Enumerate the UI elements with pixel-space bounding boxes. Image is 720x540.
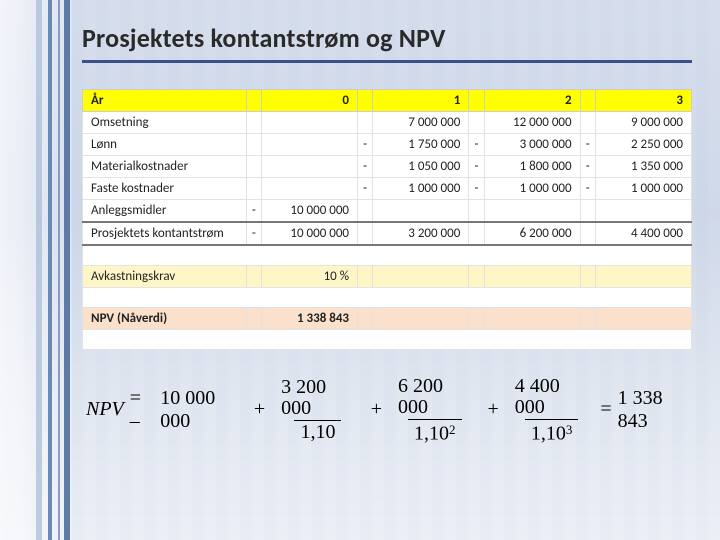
- row-anlegg: Anleggsmidler -10 000 000: [83, 200, 692, 223]
- formula-term-3: 4 400 000 1,103: [509, 376, 595, 445]
- formula-result: 1 338 843: [618, 387, 692, 433]
- col-y3: 3: [595, 90, 691, 112]
- row-npv: NPV (Nåverdi) 1 338 843: [83, 307, 692, 329]
- formula-term-2: 6 200 000 1,102: [392, 376, 478, 445]
- row-spacer-3: [83, 329, 692, 349]
- row-kontantstrom: Prosjektets kontantstrøm -10 000 000 3 2…: [83, 222, 692, 245]
- plus-icon: +: [250, 398, 269, 421]
- cashflow-table: År 0 1 2 3 Omsetning 7 000 000 12 000 00…: [82, 89, 692, 350]
- row-spacer-1: [83, 245, 692, 265]
- col-y1: 1: [373, 90, 469, 112]
- col-y0: 0: [261, 90, 357, 112]
- col-year-label: År: [83, 90, 247, 112]
- plus-icon: +: [484, 398, 503, 421]
- slide-content: Prosjektets kontantstrøm og NPV År 0 1 2…: [82, 0, 720, 444]
- formula-c0: 10 000 000: [160, 387, 244, 433]
- row-avkastningskrav: Avkastningskrav 10 %: [83, 265, 692, 287]
- formula-eq2: =: [600, 398, 611, 421]
- table-header-row: År 0 1 2 3: [83, 90, 692, 112]
- page-title: Prosjektets kontantstrøm og NPV: [82, 22, 692, 60]
- formula-term-1: 3 200 000 1,10: [275, 377, 361, 443]
- npv-formula: NPV = – 10 000 000 + 3 200 000 1,10 + 6 …: [86, 376, 692, 445]
- left-border-decor: [0, 0, 72, 540]
- col-y2: 2: [484, 90, 580, 112]
- title-rule: [82, 60, 692, 63]
- row-spacer-2: [83, 287, 692, 307]
- row-lonn: Lønn -1 750 000 -3 000 000 -2 250 000: [83, 134, 692, 156]
- row-material: Materialkostnader -1 050 000 -1 800 000 …: [83, 156, 692, 178]
- row-omsetning: Omsetning 7 000 000 12 000 000 9 000 000: [83, 112, 692, 134]
- plus-icon: +: [367, 398, 386, 421]
- row-faste: Faste kostnader -1 000 000 -1 000 000 -1…: [83, 178, 692, 200]
- formula-lhs: NPV: [86, 398, 124, 421]
- formula-eq-minus: = –: [130, 387, 154, 433]
